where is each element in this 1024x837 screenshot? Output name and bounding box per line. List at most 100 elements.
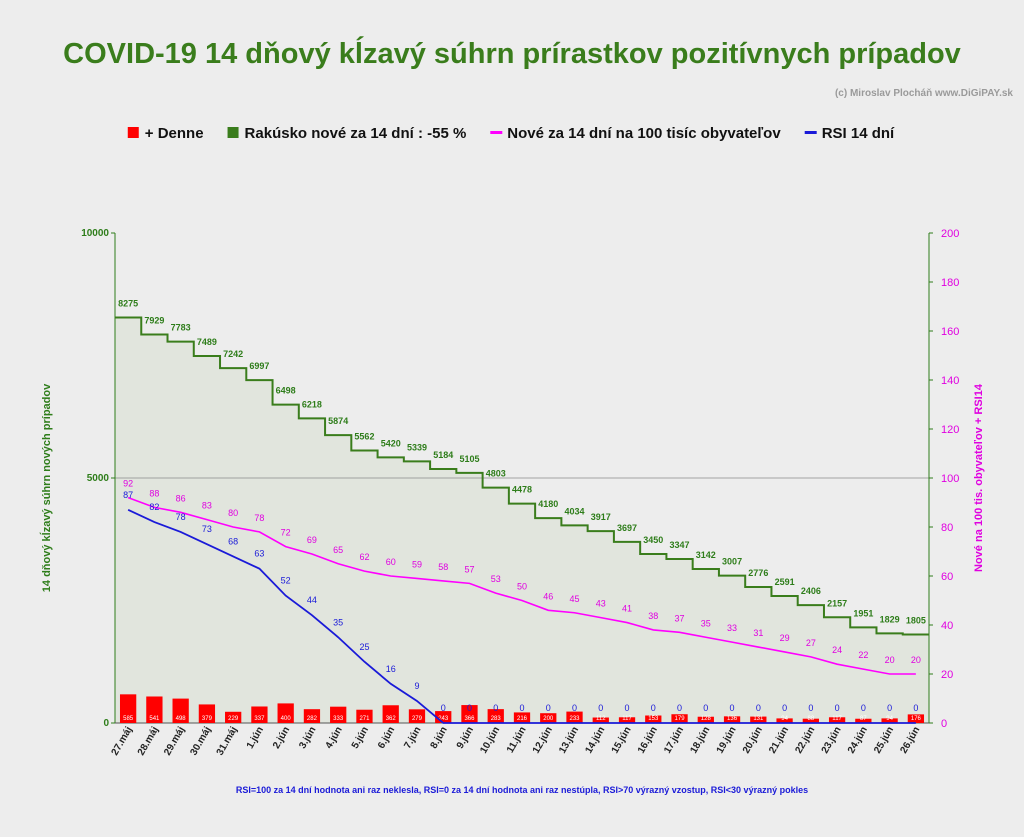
green-data-label: 2157 [827, 598, 847, 608]
green-data-label: 7929 [144, 315, 164, 325]
x-tick-label: 4.jún [324, 725, 345, 751]
y-right-tick-label: 180 [941, 277, 959, 289]
legend-entry: RSI 14 dní [822, 125, 895, 142]
y-right-tick-label: 140 [941, 375, 959, 387]
bar-denne [881, 718, 898, 723]
green-data-label: 4803 [486, 469, 506, 479]
x-tick-label: 27.máj [110, 725, 135, 758]
bar-label: 94 [886, 716, 893, 722]
blue-data-label: 0 [730, 703, 735, 713]
bar-denne [277, 703, 294, 723]
x-tick-label: 19.jún [715, 725, 739, 756]
green-data-label: 4034 [565, 506, 585, 516]
bar-denne [723, 716, 741, 723]
x-tick-label: 13.jún [557, 725, 581, 756]
magenta-data-label: 92 [123, 479, 133, 489]
bar-denne [408, 709, 426, 723]
x-tick-label: 5.jún [350, 725, 371, 751]
bar-label: 87 [860, 716, 867, 722]
bar-label: 176 [911, 716, 922, 722]
magenta-data-label: 41 [622, 604, 632, 614]
bar-denne [540, 713, 557, 723]
bar-denne [802, 718, 819, 723]
x-tick-label: 6.jún [376, 725, 397, 751]
y-right-tick-label: 200 [941, 228, 959, 240]
blue-data-label: 63 [254, 549, 264, 559]
blue-data-label: 0 [467, 703, 472, 713]
x-tick-label: 20.jún [741, 725, 765, 756]
magenta-data-label: 78 [254, 513, 264, 523]
bar-denne [382, 705, 399, 723]
bar-label: 233 [570, 716, 581, 722]
x-tick-label: 14.jún [583, 725, 607, 756]
y-left-tick-label: 0 [103, 718, 109, 729]
magenta-data-label: 46 [543, 591, 553, 601]
bar-denne [225, 711, 242, 723]
x-tick-label: 22.jún [793, 725, 817, 756]
green-data-label: 6997 [249, 361, 269, 371]
y-right-tick-label: 20 [941, 669, 953, 681]
bar-label: 179 [675, 716, 686, 722]
y-left-tick-label: 5000 [87, 473, 110, 484]
green-data-label: 5874 [328, 416, 348, 426]
x-tick-label: 9.jún [455, 725, 476, 751]
bar-denne [461, 705, 478, 723]
bar-label: 282 [307, 716, 318, 722]
blue-data-label: 0 [861, 703, 866, 713]
series-line-rsi [127, 509, 916, 724]
magenta-data-label: 20 [911, 655, 921, 665]
blue-data-label: 0 [519, 703, 524, 713]
blue-data-label: 0 [493, 703, 498, 713]
magenta-data-label: 35 [701, 618, 711, 628]
bar-label: 379 [202, 716, 213, 722]
bar-denne [697, 716, 714, 723]
magenta-data-label: 57 [464, 564, 474, 574]
green-data-label: 2406 [801, 586, 821, 596]
bar-denne [356, 709, 373, 723]
bar-denne [618, 717, 636, 723]
bar-denne [119, 694, 137, 723]
y-left-tick-label: 10000 [81, 228, 109, 239]
bar-label: 117 [622, 716, 632, 722]
blue-data-label: 16 [386, 664, 396, 674]
green-data-label: 1829 [880, 614, 900, 624]
x-tick-label: 1.jún [245, 725, 266, 751]
green-data-label: 3450 [643, 535, 663, 545]
bar-denne [828, 717, 846, 723]
bar-denne [435, 711, 452, 723]
green-data-label: 3007 [722, 557, 742, 567]
x-tick-label: 17.jún [662, 725, 686, 756]
green-data-label: 5184 [433, 450, 453, 460]
x-tick-label: 21.jún [767, 725, 791, 756]
bar-label: 366 [464, 716, 475, 722]
bar-denne [251, 706, 268, 723]
x-tick-label: 15.jún [610, 725, 634, 756]
green-data-label: 6218 [302, 399, 322, 409]
magenta-data-label: 20 [885, 655, 895, 665]
magenta-data-label: 69 [307, 535, 317, 545]
green-data-label: 7783 [171, 323, 191, 333]
legend-entry: Nové za 14 dní na 100 tisíc obyvateľov [507, 125, 781, 142]
magenta-data-label: 43 [596, 599, 606, 609]
bar-denne [172, 698, 189, 723]
bar-label: 362 [386, 716, 397, 722]
legend-marker [490, 131, 503, 134]
green-data-label: 3347 [670, 540, 690, 550]
y-axis-right-label: Nové na 100 tis. obyvateľov + RSI14 [973, 383, 985, 572]
x-tick-label: 28.máj [136, 725, 161, 758]
y-axis-left-label: 14 dňový kĺzavý súhrn nových prípadov [39, 383, 53, 592]
bar-label: 128 [701, 716, 712, 722]
y-right-tick-label: 0 [941, 718, 947, 730]
bar-denne [146, 696, 163, 723]
x-tick-label: 11.jún [505, 725, 529, 755]
blue-data-label: 35 [333, 617, 343, 627]
blue-data-label: 0 [546, 703, 551, 713]
bar-denne [750, 716, 767, 723]
bar-label: 112 [596, 716, 606, 722]
x-tick-label: 26.jún [898, 725, 922, 756]
blue-data-label: 0 [913, 703, 918, 713]
x-tick-label: 30.máj [188, 725, 213, 758]
magenta-data-label: 72 [281, 528, 291, 538]
blue-data-label: 9 [414, 681, 419, 691]
